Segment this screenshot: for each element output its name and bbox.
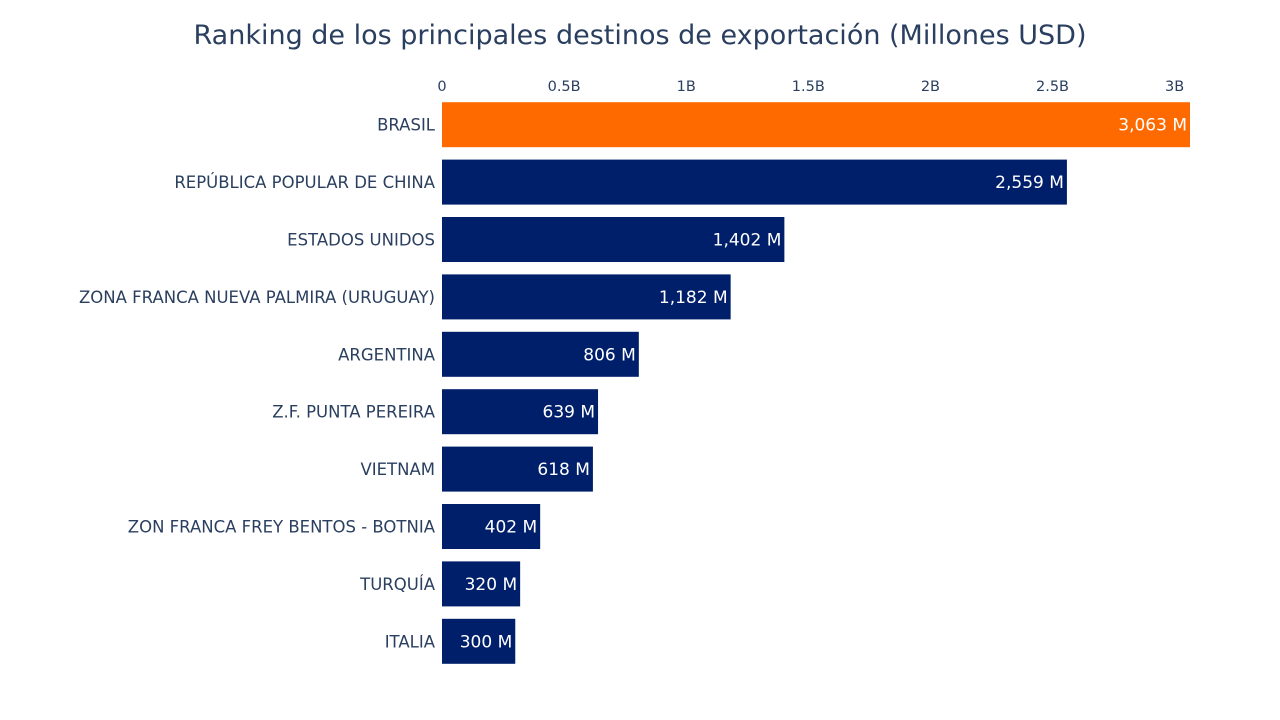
- data-label: 639 M: [543, 403, 596, 423]
- chart-title: Ranking de los principales destinos de e…: [193, 20, 1087, 51]
- bar: [442, 159, 1067, 205]
- x-axis: 0 0.5B 1B 1.5B 2B 2.5B 3B: [437, 79, 1184, 95]
- data-label: 1,402 M: [713, 231, 782, 251]
- bar: [442, 618, 516, 664]
- bar: [442, 102, 1190, 148]
- category-label: ZONA FRANCA NUEVA PALMIRA (URUGUAY): [79, 288, 435, 307]
- x-tick-label: 2B: [921, 79, 940, 95]
- x-tick-label: 2.5B: [1036, 79, 1069, 95]
- data-label: 2,559 M: [995, 173, 1064, 193]
- x-tick-label: 0.5B: [548, 79, 581, 95]
- category-label: Z.F. PUNTA PEREIRA: [272, 403, 436, 422]
- category-label: ARGENTINA: [338, 345, 436, 364]
- category-label: TURQUÍA: [359, 575, 436, 594]
- bars-group: [442, 102, 1190, 664]
- bar: [442, 331, 639, 377]
- bar: [442, 274, 731, 320]
- data-label: 402 M: [485, 518, 538, 538]
- category-label: ITALIA: [385, 632, 436, 651]
- data-label: 300 M: [460, 632, 513, 652]
- y-axis: BRASIL REPÚBLICA POPULAR DE CHINA ESTADOS …: [79, 116, 436, 652]
- data-label: 320 M: [465, 575, 518, 595]
- bar: [442, 389, 599, 435]
- category-label: ZON FRANCA FREY BENTOS - BOTNIA: [128, 518, 436, 537]
- x-tick-label: 1B: [677, 79, 696, 95]
- data-label: 618 M: [537, 460, 590, 480]
- bar: [442, 561, 521, 607]
- x-tick-label: 1.5B: [792, 79, 825, 95]
- data-label: 3,063 M: [1118, 116, 1187, 136]
- category-label: VIETNAM: [360, 460, 435, 479]
- category-label: BRASIL: [377, 116, 436, 135]
- x-tick-label: 3B: [1165, 79, 1184, 95]
- x-tick-label: 0: [437, 79, 446, 95]
- bar: [442, 217, 785, 262]
- bar: [442, 504, 541, 549]
- data-labels-group: 3,063 M 2,559 M 1,402 M 1,182 M 806 M 639 M 61…: [460, 116, 1187, 653]
- category-label: REPÚBLICA POPULAR DE CHINA: [174, 173, 435, 192]
- data-label: 1,182 M: [659, 288, 728, 308]
- data-label: 806 M: [583, 345, 636, 365]
- bar: [442, 446, 593, 492]
- category-label: ESTADOS UNIDOS: [287, 231, 435, 250]
